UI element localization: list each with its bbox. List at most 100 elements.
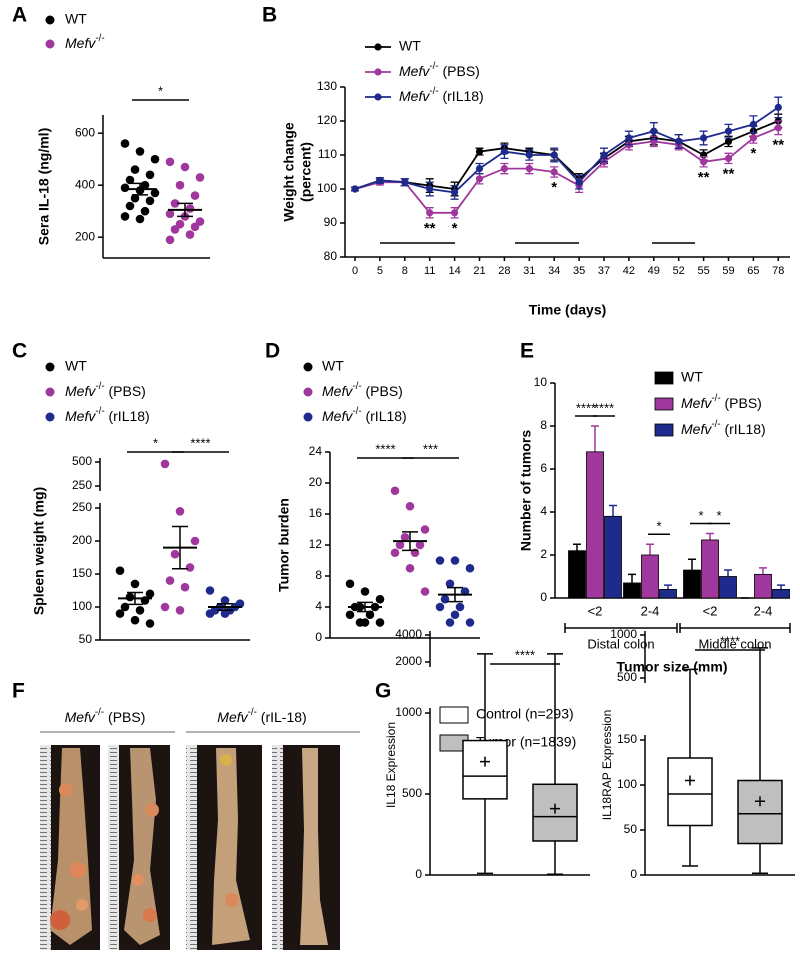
- whisker: [547, 653, 563, 785]
- y-tick-label: 12: [309, 537, 323, 551]
- data-point: [405, 501, 415, 511]
- y-axis-label: Tumor burden: [276, 498, 292, 592]
- x-tick-label: 0: [352, 265, 358, 277]
- bar: [659, 589, 677, 599]
- data-point: [170, 199, 180, 208]
- sem-bar: [357, 601, 373, 613]
- sem-bar: [447, 586, 463, 603]
- y-tick-label: 1000: [610, 627, 637, 641]
- legend-label: WT: [322, 358, 344, 374]
- photo-label: Mefv-/- (rIL-18): [217, 707, 306, 725]
- significance-label: *: [551, 179, 557, 196]
- error-bar: [688, 558, 696, 571]
- bar: [719, 576, 737, 599]
- ruler: [108, 745, 119, 950]
- legend-marker: [374, 93, 382, 101]
- y-tick-label: 80: [324, 249, 338, 263]
- tumor: [76, 899, 88, 911]
- data-point: [125, 592, 135, 602]
- error-bar: [706, 532, 714, 540]
- legend-marker: [45, 387, 55, 397]
- significance-label: *: [716, 508, 721, 523]
- data-point: [125, 175, 135, 185]
- x-tick-label: 2-4: [754, 603, 773, 618]
- data-point: [500, 165, 508, 173]
- data-point: [170, 549, 180, 559]
- data-point: [426, 185, 434, 193]
- sem-bar: [132, 182, 148, 196]
- legend-swatch: [654, 423, 674, 437]
- data-point: [190, 536, 200, 546]
- y-tick-label: 100: [72, 599, 92, 613]
- tumor: [59, 783, 73, 797]
- significance-label: *: [158, 83, 163, 98]
- x-tick-label: 37: [598, 265, 610, 277]
- y-tick-label: 90: [324, 215, 338, 229]
- y-tick-label: 100: [617, 777, 637, 791]
- data-point: [451, 188, 459, 196]
- significance-label: **: [723, 165, 735, 182]
- bar: [586, 451, 604, 599]
- y-tick-label: 24: [309, 444, 323, 458]
- legend-label: Mefv-/- (rIL18): [322, 406, 407, 424]
- group-bracket: [679, 623, 791, 633]
- data-point: [220, 596, 230, 605]
- significance-label: *: [656, 519, 661, 534]
- data-point: [405, 563, 415, 573]
- x-tick-label: 49: [648, 265, 660, 277]
- whisker: [752, 843, 768, 874]
- data-point: [135, 606, 145, 615]
- y-tick-label: 50: [624, 822, 638, 836]
- y-tick-label: 50: [79, 632, 93, 646]
- x-tick-label: 59: [722, 265, 734, 277]
- data-point: [351, 185, 359, 193]
- data-point: [401, 178, 409, 186]
- legend-label: WT: [65, 358, 87, 374]
- y-tick-label: 20: [309, 475, 323, 489]
- data-point: [650, 127, 658, 135]
- y-tick-label: 200: [75, 229, 95, 243]
- data-point: [115, 566, 125, 575]
- y-tick-label: 4: [315, 599, 322, 613]
- x-axis-label: Time (days): [529, 302, 607, 318]
- y-tick-label: 150: [72, 566, 92, 580]
- legend-label: Mefv-/-: [65, 33, 105, 51]
- data-point: [145, 196, 155, 206]
- y-tick-label: 400: [75, 177, 95, 191]
- bar: [641, 554, 659, 599]
- y-axis-label: (percent): [298, 142, 314, 202]
- data-point: [180, 162, 190, 172]
- data-point: [345, 610, 355, 620]
- error-bar: [646, 543, 654, 555]
- whisker: [477, 653, 493, 741]
- data-point: [345, 579, 355, 589]
- mean-marker: [755, 796, 765, 807]
- data-point: [160, 602, 170, 612]
- error-bar: [724, 569, 732, 577]
- data-point: [420, 525, 430, 534]
- data-point: [135, 214, 145, 224]
- panel-letter: A: [12, 4, 27, 27]
- data-point: [120, 183, 130, 193]
- y-tick-label: 130: [317, 79, 337, 93]
- x-tick-label: 35: [573, 265, 585, 277]
- panel-letter: B: [262, 4, 277, 27]
- y-tick-label: 16: [309, 506, 323, 520]
- whisker: [547, 840, 563, 875]
- significance-label: *: [750, 145, 756, 162]
- data-point: [165, 209, 175, 219]
- bar: [701, 539, 719, 599]
- data-point: [165, 235, 175, 245]
- x-tick-label: 8: [402, 265, 408, 277]
- sem-bar: [127, 591, 143, 606]
- data-point: [445, 618, 455, 627]
- bar: [604, 515, 622, 599]
- data-point: [475, 148, 484, 156]
- y-axis-label: Spleen weight (mg): [31, 487, 47, 615]
- data-point: [475, 165, 484, 173]
- significance-label: *: [153, 435, 158, 450]
- legend-label: Mefv-/- (PBS): [681, 393, 762, 411]
- legend-swatch: [654, 371, 674, 385]
- data-point: [435, 602, 445, 612]
- data-point: [400, 532, 410, 542]
